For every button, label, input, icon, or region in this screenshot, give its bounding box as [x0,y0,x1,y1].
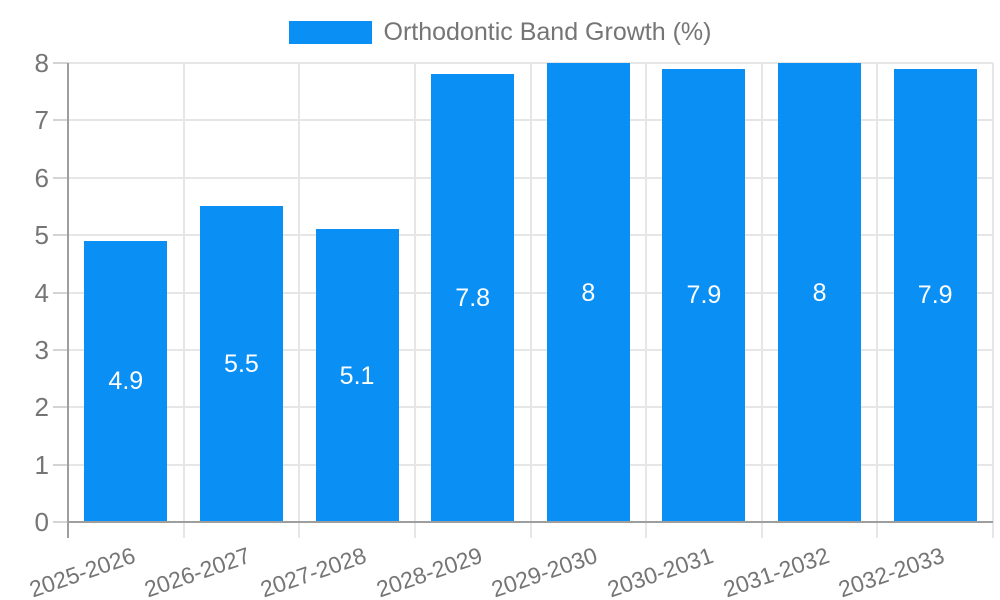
y-axis-tick [53,234,68,237]
bar-value-label: 8 [581,278,596,307]
bar-value-label: 7.9 [917,281,953,310]
bar[interactable]: 5.5 [199,206,283,522]
gridline-vertical [992,63,994,538]
y-axis-label: 6 [34,162,49,193]
bar[interactable]: 7.9 [893,68,977,522]
bar-value-label: 5.5 [224,350,259,379]
y-axis-tick [53,119,68,122]
y-axis-label: 3 [34,334,49,365]
y-axis-tick [53,463,68,466]
bar-value-label: 5.1 [339,361,375,390]
bar[interactable]: 4.9 [84,240,168,522]
bar[interactable]: 7.9 [662,68,746,522]
bar-value-label: 7.8 [455,284,491,313]
y-axis-tick [53,62,68,64]
y-axis-label: 0 [34,507,49,537]
y-axis-label: 1 [34,449,49,480]
y-axis-label: 4 [34,277,49,308]
bar[interactable]: 8 [546,63,630,522]
legend-swatch [288,21,372,44]
y-axis-tick [53,176,68,179]
y-axis-label: 2 [34,392,49,423]
bar-value-label: 8 [812,278,827,307]
gridline-vertical [876,63,879,538]
gridline-vertical [413,63,416,538]
y-axis-tick [53,291,68,294]
y-axis-tick [53,348,68,351]
y-axis-label: 8 [34,48,49,78]
bar[interactable]: 5.1 [315,229,399,522]
bar-value-label: 7.9 [686,281,722,310]
bar[interactable]: 8 [778,63,862,522]
gridline-vertical [760,63,763,538]
bar[interactable]: 7.8 [431,74,515,522]
bar-value-label: 4.9 [108,367,144,396]
gridline-vertical [645,63,648,538]
gridline-vertical [182,63,185,538]
y-axis-line [67,63,69,538]
chart-legend: Orthodontic Band Growth (%) [0,18,1000,47]
legend-label: Orthodontic Band Growth (%) [383,18,712,46]
y-axis-label: 5 [34,220,49,251]
gridline-vertical [298,63,301,538]
y-axis-tick [53,521,68,523]
y-axis-tick [53,406,68,409]
y-axis-label: 7 [34,105,49,136]
gridline-vertical [529,63,532,538]
x-axis-line [68,521,993,523]
